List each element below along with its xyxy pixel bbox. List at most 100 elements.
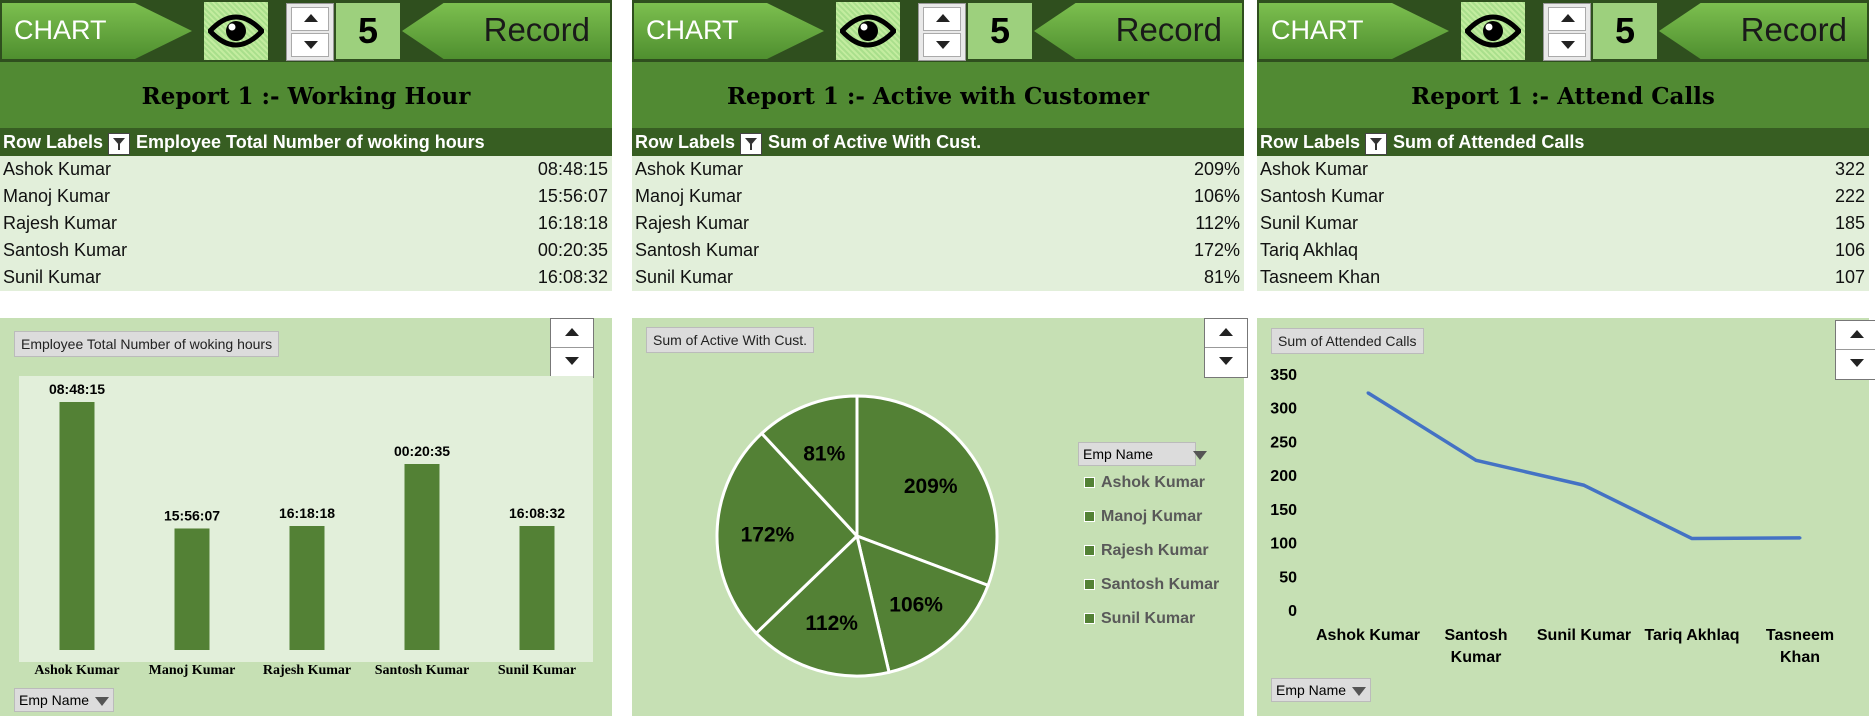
emp-name-filter-button[interactable]: Emp Name (14, 688, 115, 712)
spinner-up-button[interactable] (1548, 7, 1586, 31)
record-button[interactable]: Record (1034, 3, 1242, 59)
row-employee-name: Santosh Kumar (635, 240, 760, 260)
table-row: Santosh Kumar 222 (1257, 183, 1869, 210)
table-row: Ashok Kumar 209% (632, 156, 1244, 183)
spinner-down-button[interactable] (291, 33, 329, 57)
table-row: Santosh Kumar 00:20:35 (0, 237, 612, 264)
data-point (1690, 537, 1694, 541)
record-counter: 5 (1593, 3, 1657, 59)
chart-scroll-control (1204, 318, 1248, 378)
row-employee-name: Santosh Kumar (1260, 186, 1385, 206)
chart-field-button[interactable]: Sum of Attended Calls (1271, 328, 1424, 354)
pivot-header: Row Labels Sum of Attended Calls (1257, 128, 1869, 156)
y-tick-label: 200 (1270, 468, 1297, 485)
scroll-down-button[interactable] (1205, 348, 1247, 376)
table-row: Ashok Kumar 08:48:15 (0, 156, 612, 183)
chart-button[interactable]: CHART (1259, 3, 1449, 59)
table-row: Tariq Akhlaq 106 (1257, 237, 1869, 264)
emp-name-filter-button[interactable]: Emp Name (1271, 678, 1372, 702)
table-row: Manoj Kumar 15:56:07 (0, 183, 612, 210)
report-title: Report 1 :- Working Hour (0, 62, 612, 128)
spinner-down-button[interactable] (1548, 33, 1586, 57)
scroll-down-button[interactable] (551, 348, 593, 376)
chart-area: Sum of Attended Calls 0 50 100 150 200 250 300… (1257, 318, 1875, 716)
pie-data-label: 106% (889, 593, 943, 616)
table-row: Rajesh Kumar 112% (632, 210, 1244, 237)
record-button-label: Record (483, 11, 590, 48)
chart-button[interactable]: CHART (2, 3, 192, 59)
y-tick-label: 300 (1270, 401, 1297, 418)
view-toggle-button[interactable] (836, 2, 900, 60)
chart-area: Sum of Active With Cust. 209% 106% 112% 172… (632, 318, 1248, 716)
pie-data-label: 172% (741, 524, 795, 547)
scroll-up-button[interactable] (1836, 321, 1875, 350)
x-tick-label: Manoj Kumar (149, 663, 236, 678)
pivot-table: Ashok Kumar 209% Manoj Kumar 106% Rajesh Kum… (632, 156, 1244, 291)
table-row: Sunil Kumar 16:08:32 (0, 264, 612, 291)
pie-data-label: 81% (803, 443, 845, 466)
record-spinner (286, 3, 334, 61)
filter-dropdown-icon[interactable] (108, 133, 130, 155)
chart-button-label: CHART (14, 15, 107, 45)
legend-swatch (1084, 545, 1095, 557)
arrow-down-icon (1561, 41, 1575, 49)
record-button[interactable]: Record (1659, 3, 1867, 59)
legend-label: Manoj Kumar (1101, 508, 1203, 525)
scroll-up-button[interactable] (551, 319, 593, 348)
row-employee-name: Manoj Kumar (635, 186, 743, 206)
spinner-down-button[interactable] (923, 33, 961, 57)
spinner-up-button[interactable] (923, 7, 961, 31)
chart-button[interactable]: CHART (634, 3, 824, 59)
row-value: 16:08:32 (537, 267, 608, 287)
row-value: 322 (1834, 159, 1865, 179)
y-tick-label: 150 (1270, 502, 1297, 519)
row-value: 112% (1195, 213, 1240, 233)
arrow-down-icon (936, 41, 950, 49)
row-value: 00:20:35 (537, 240, 608, 260)
record-button[interactable]: Record (402, 3, 610, 59)
legend-filter-button[interactable]: Emp Name (1078, 442, 1208, 466)
scroll-down-button[interactable] (1836, 350, 1875, 378)
data-point (1798, 536, 1802, 540)
legend-item[interactable]: Santosh Kumar (1084, 576, 1219, 594)
pie-data-label: 209% (904, 475, 958, 498)
view-toggle-button[interactable] (204, 2, 268, 60)
row-value: 209% (1193, 159, 1240, 179)
record-spinner (1543, 3, 1591, 61)
row-value: 08:48:15 (537, 159, 608, 179)
filter-dropdown-icon[interactable] (1365, 133, 1387, 155)
x-tick-label: Tariq Akhlaq (1644, 627, 1739, 644)
chart-plot: 0 50 100 150 200 250 300 350 Ashok Kumar Santosh K… (1270, 367, 1834, 666)
legend-item[interactable]: Manoj Kumar (1084, 508, 1202, 526)
chart-field-button[interactable]: Employee Total Number of woking hours (14, 331, 280, 357)
bar (404, 464, 440, 650)
panel-toolbar: CHART 5 Record (0, 0, 612, 62)
chart-field-button[interactable]: Sum of Active With Cust. (646, 327, 815, 353)
filter-label: Emp Name (1276, 682, 1347, 698)
row-value: 107 (1834, 267, 1865, 287)
filter-icon (1352, 686, 1367, 696)
table-row: Santosh Kumar 172% (632, 237, 1244, 264)
row-employee-name: Santosh Kumar (3, 240, 128, 260)
legend-item[interactable]: Rajesh Kumar (1084, 542, 1209, 560)
scroll-up-button[interactable] (1205, 319, 1247, 348)
legend-item[interactable]: Ashok Kumar (1084, 474, 1205, 492)
y-tick-label: 250 (1270, 434, 1297, 451)
legend-swatch (1084, 511, 1095, 523)
row-value: 81% (1203, 267, 1240, 287)
x-tick-label: Rajesh Kumar (263, 663, 351, 678)
report-panel: CHART 5 Record Report 1 :- Working Hour … (0, 0, 612, 716)
pie-slice (759, 394, 859, 540)
legend-label: Sunil Kumar (1101, 610, 1196, 627)
chart-area: Employee Total Number of woking hours 08… (0, 318, 612, 716)
view-toggle-button[interactable] (1461, 2, 1525, 60)
x-tick-label: Santosh (1444, 627, 1507, 644)
pivot-header: Row Labels Employee Total Number of woki… (0, 128, 612, 156)
legend-item[interactable]: Sunil Kumar (1084, 610, 1195, 628)
bar (519, 526, 555, 650)
spinner-up-button[interactable] (291, 7, 329, 31)
legend-filter-label: Emp Name (1083, 446, 1154, 462)
filter-dropdown-icon[interactable] (740, 133, 762, 155)
x-tick-label: Ashok Kumar (1316, 627, 1420, 644)
series-line (1367, 391, 1801, 541)
